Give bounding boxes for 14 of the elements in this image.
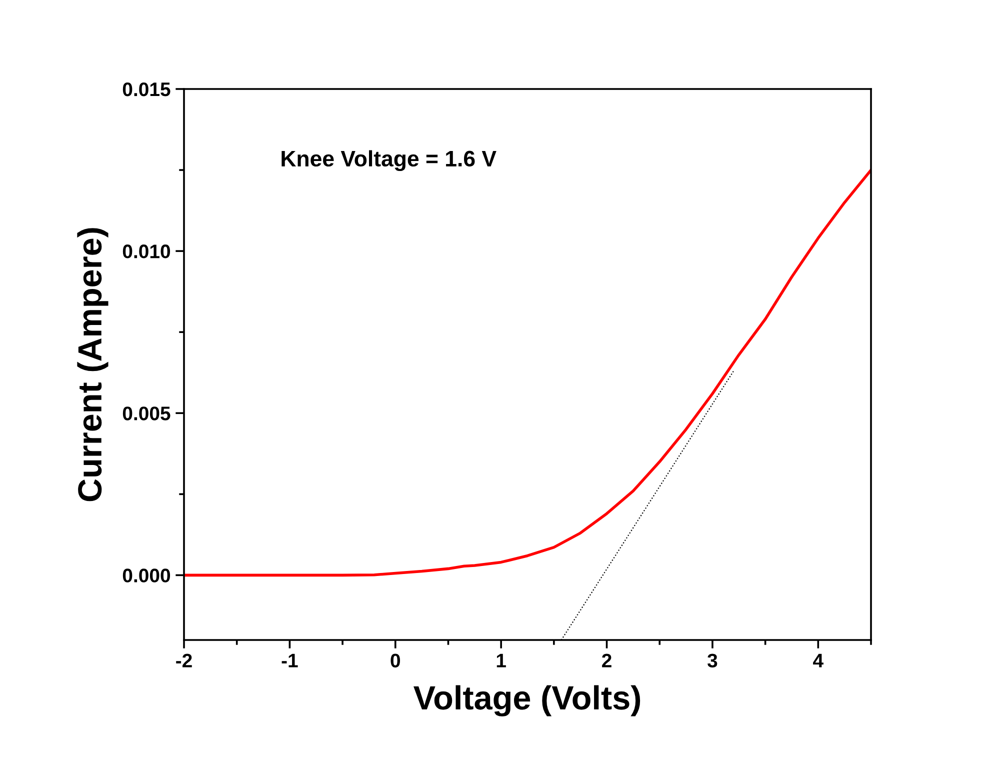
x-axis-title: Voltage (Volts)	[414, 685, 640, 716]
x-tick-label: 4	[813, 654, 824, 668]
x-tick-label: 0	[390, 654, 400, 668]
x-tick-label: 2	[602, 654, 612, 668]
y-tick-label: 0.005	[122, 406, 170, 420]
x-tick-label: -1	[282, 654, 298, 668]
y-tick-label: 0.015	[122, 82, 170, 96]
x-tick-label: -2	[176, 654, 192, 668]
x-tick-label: 3	[708, 654, 718, 668]
annotation: Knee Voltage = 1.6 V	[282, 150, 496, 172]
y-axis-title: Current (Ampere)	[77, 228, 108, 502]
y-tick-label: 0.000	[122, 568, 170, 582]
y-tick-label: 0.010	[122, 244, 170, 258]
x-tick-label: 1	[496, 654, 506, 668]
